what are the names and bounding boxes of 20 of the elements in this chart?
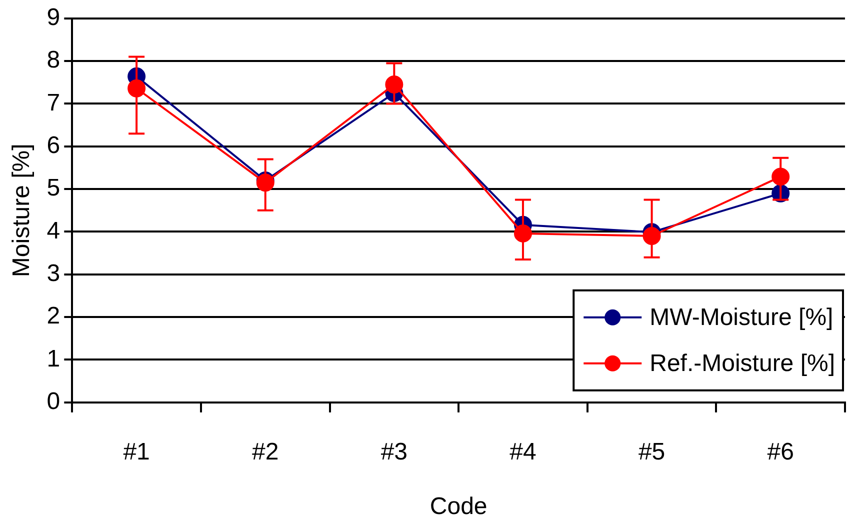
y-tick-label: 3 [46, 260, 60, 288]
x-tick-label: #5 [638, 438, 666, 466]
x-axis-title: Code [430, 493, 488, 520]
y-tick-label: 2 [46, 302, 60, 330]
x-tick-label: #1 [123, 438, 150, 466]
y-tick-label: 5 [46, 174, 60, 202]
x-tick-label: #4 [510, 438, 536, 466]
y-tick-label: 9 [46, 4, 60, 32]
x-tick-label: #2 [252, 438, 279, 466]
legend-label: MW-Moisture [%] [650, 304, 834, 332]
y-tick-label: 6 [46, 132, 60, 160]
y-tick-label: 4 [46, 217, 60, 244]
x-tick-label: #6 [767, 438, 794, 466]
legend-label: Ref.-Moisture [%] [650, 350, 836, 378]
y-tick-label: 8 [46, 46, 60, 74]
y-tick-label: 0 [46, 388, 60, 416]
y-tick-label: 1 [46, 345, 60, 372]
x-tick-label: #3 [380, 438, 408, 466]
y-axis-title: Moisture [%] [8, 144, 36, 278]
y-tick-label: 7 [46, 89, 60, 116]
